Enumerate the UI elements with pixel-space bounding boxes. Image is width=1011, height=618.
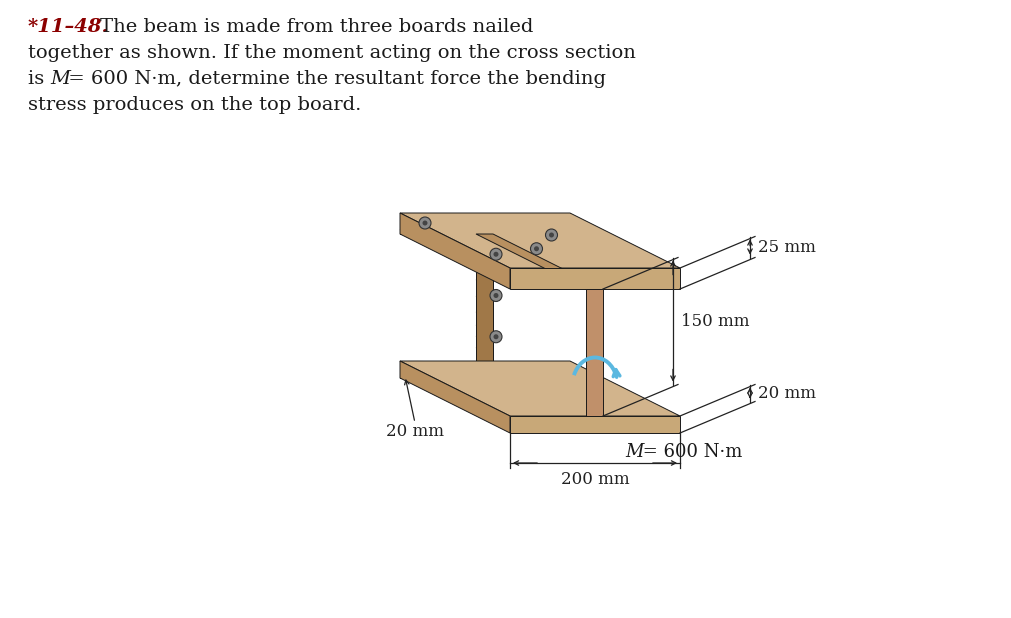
Circle shape (548, 232, 553, 237)
Text: M: M (50, 70, 70, 88)
Text: is: is (28, 70, 51, 88)
Circle shape (545, 229, 557, 241)
Text: 25 mm: 25 mm (757, 239, 815, 255)
Circle shape (493, 252, 498, 256)
Circle shape (493, 334, 498, 339)
Circle shape (489, 248, 501, 260)
Polygon shape (399, 361, 679, 416)
Polygon shape (475, 234, 603, 289)
Text: = 600 N·m: = 600 N·m (636, 443, 742, 461)
Circle shape (419, 217, 431, 229)
Circle shape (534, 246, 539, 252)
Polygon shape (510, 416, 679, 433)
Text: The beam is made from three boards nailed: The beam is made from three boards naile… (100, 18, 533, 36)
Text: stress produces on the top board.: stress produces on the top board. (28, 96, 361, 114)
Circle shape (493, 293, 498, 298)
Polygon shape (399, 213, 569, 234)
Text: together as shown. If the moment acting on the cross section: together as shown. If the moment acting … (28, 44, 635, 62)
Polygon shape (399, 361, 569, 378)
Polygon shape (510, 268, 679, 289)
Text: M: M (625, 443, 643, 461)
Polygon shape (399, 361, 510, 433)
Polygon shape (399, 213, 510, 289)
Circle shape (489, 289, 501, 302)
Circle shape (422, 221, 427, 226)
Polygon shape (475, 234, 492, 361)
Text: = 600 N·m, determine the resultant force the bending: = 600 N·m, determine the resultant force… (62, 70, 606, 88)
Circle shape (530, 243, 542, 255)
Text: 150 mm: 150 mm (680, 313, 749, 329)
Polygon shape (399, 213, 569, 378)
Text: 20 mm: 20 mm (385, 423, 444, 440)
Text: *11–48.: *11–48. (28, 18, 109, 36)
Text: 20 mm: 20 mm (757, 384, 815, 402)
Polygon shape (585, 289, 603, 416)
Circle shape (489, 331, 501, 343)
Polygon shape (399, 213, 679, 268)
Text: 200 mm: 200 mm (560, 471, 629, 488)
